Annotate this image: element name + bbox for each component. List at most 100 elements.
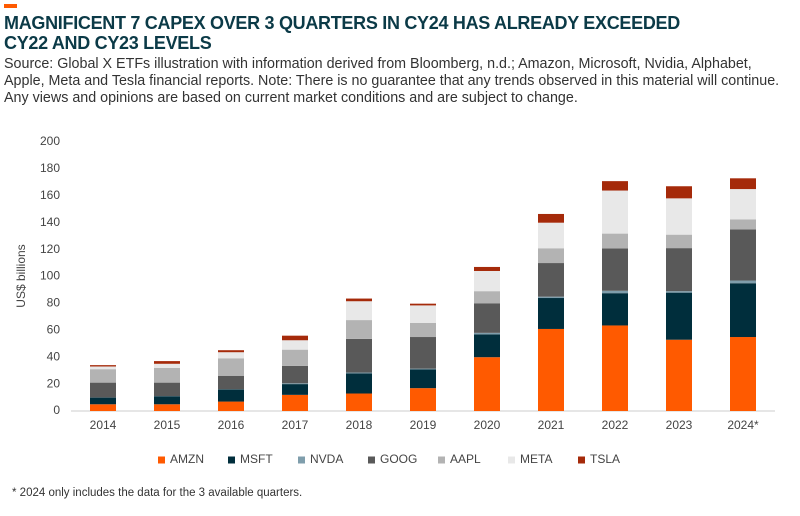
y-tick-label: 140: [40, 215, 60, 229]
chart-title: MAGNIFICENT 7 CAPEX OVER 3 QUARTERS IN C…: [4, 13, 680, 53]
legend-swatch: [438, 456, 445, 464]
bar-segment: [730, 283, 756, 338]
bar-segment: [602, 181, 628, 191]
bar-segment: [346, 301, 372, 321]
bar-segment: [218, 352, 244, 359]
bar-segment: [410, 305, 436, 323]
bar-segment: [346, 373, 372, 394]
bar-segment: [90, 397, 116, 405]
bar-segment: [410, 322, 436, 338]
bar-segment: [474, 270, 500, 292]
bar-segment: [154, 404, 180, 411]
bar-segment: [602, 290, 628, 294]
legend-label: GOOG: [380, 452, 417, 466]
bar-segment: [410, 369, 436, 389]
bar-segment: [346, 338, 372, 373]
y-tick-label: 180: [40, 161, 60, 175]
legend-label: AAPL: [450, 452, 481, 466]
bar-segment: [90, 404, 116, 411]
bar-segment: [90, 382, 116, 398]
x-tick-label: 2015: [154, 418, 181, 432]
title-accent: [4, 4, 17, 8]
legend-label: AMZN: [170, 452, 204, 466]
x-tick-label: 2018: [346, 418, 373, 432]
bar-segment: [538, 328, 564, 411]
bar-segment: [282, 383, 308, 385]
bar-segment: [90, 365, 116, 367]
bar-segment: [218, 358, 244, 376]
bar-segment: [346, 320, 372, 339]
bar-segment: [602, 248, 628, 291]
y-tick-label: 0: [53, 403, 60, 417]
y-axis-label: US$ billions: [14, 244, 28, 307]
bar-segment: [474, 357, 500, 411]
bar-segment: [538, 296, 564, 299]
legend-label: MSFT: [240, 452, 273, 466]
legend-swatch: [298, 456, 305, 464]
bar-segment: [602, 325, 628, 411]
bar-segment: [474, 303, 500, 333]
bar-segment: [730, 229, 756, 281]
x-tick-label: 2022: [602, 418, 629, 432]
legend-swatch: [158, 456, 165, 464]
bar-segment: [346, 393, 372, 411]
bar-segment: [90, 369, 116, 383]
legend-swatch: [578, 456, 585, 464]
y-tick-label: 100: [40, 269, 60, 283]
bar-segment: [538, 222, 564, 249]
bar-segment: [154, 396, 180, 405]
bar-segment: [666, 234, 692, 249]
bar-segment: [666, 186, 692, 199]
bar-segment: [474, 332, 500, 335]
bar-segment: [410, 303, 436, 306]
bar-segment: [218, 375, 244, 390]
bar-segment: [666, 198, 692, 235]
bar-segment: [346, 372, 372, 374]
bar-segment: [218, 401, 244, 411]
bar-segment: [474, 334, 500, 358]
bar-segment: [666, 291, 692, 293]
bar-segment: [538, 263, 564, 297]
bar-segment: [474, 266, 500, 271]
legend-label: TSLA: [590, 452, 620, 466]
bar-segment: [282, 349, 308, 366]
bar-segment: [154, 361, 180, 364]
bar-segment: [666, 292, 692, 340]
bar-segment: [730, 219, 756, 230]
bar-segment: [218, 350, 244, 353]
bar-segment: [538, 298, 564, 329]
bar-segment: [282, 384, 308, 395]
y-tick-label: 60: [47, 322, 61, 336]
bar-segment: [666, 339, 692, 411]
bar-segment: [602, 190, 628, 234]
bar-segment: [154, 382, 180, 397]
legend-swatch: [368, 456, 375, 464]
x-tick-label: 2023: [666, 418, 693, 432]
y-tick-label: 20: [47, 376, 61, 390]
y-tick-label: 160: [40, 188, 60, 202]
y-tick-label: 80: [47, 296, 61, 310]
bar-segment: [410, 337, 436, 369]
legend-swatch: [228, 456, 235, 464]
x-tick-label: 2019: [410, 418, 437, 432]
bar-segment: [154, 367, 180, 383]
x-tick-label: 2017: [282, 418, 309, 432]
bar-segment: [730, 178, 756, 190]
y-tick-label: 40: [47, 349, 61, 363]
chart-subtitle: Source: Global X ETFs illustration with …: [4, 56, 780, 106]
bar-segment: [218, 389, 244, 402]
x-tick-label: 2021: [538, 418, 565, 432]
footnote: * 2024 only includes the data for the 3 …: [12, 487, 303, 499]
bar-segment: [282, 365, 308, 384]
y-tick-label: 200: [40, 134, 60, 148]
x-tick-label: 2016: [218, 418, 245, 432]
bar-segment: [602, 233, 628, 249]
y-tick-label: 120: [40, 242, 60, 256]
bar-segment: [282, 394, 308, 411]
bar-segment: [538, 248, 564, 264]
bar-segment: [474, 291, 500, 304]
bar-segment: [666, 248, 692, 292]
bar-segment: [730, 337, 756, 411]
